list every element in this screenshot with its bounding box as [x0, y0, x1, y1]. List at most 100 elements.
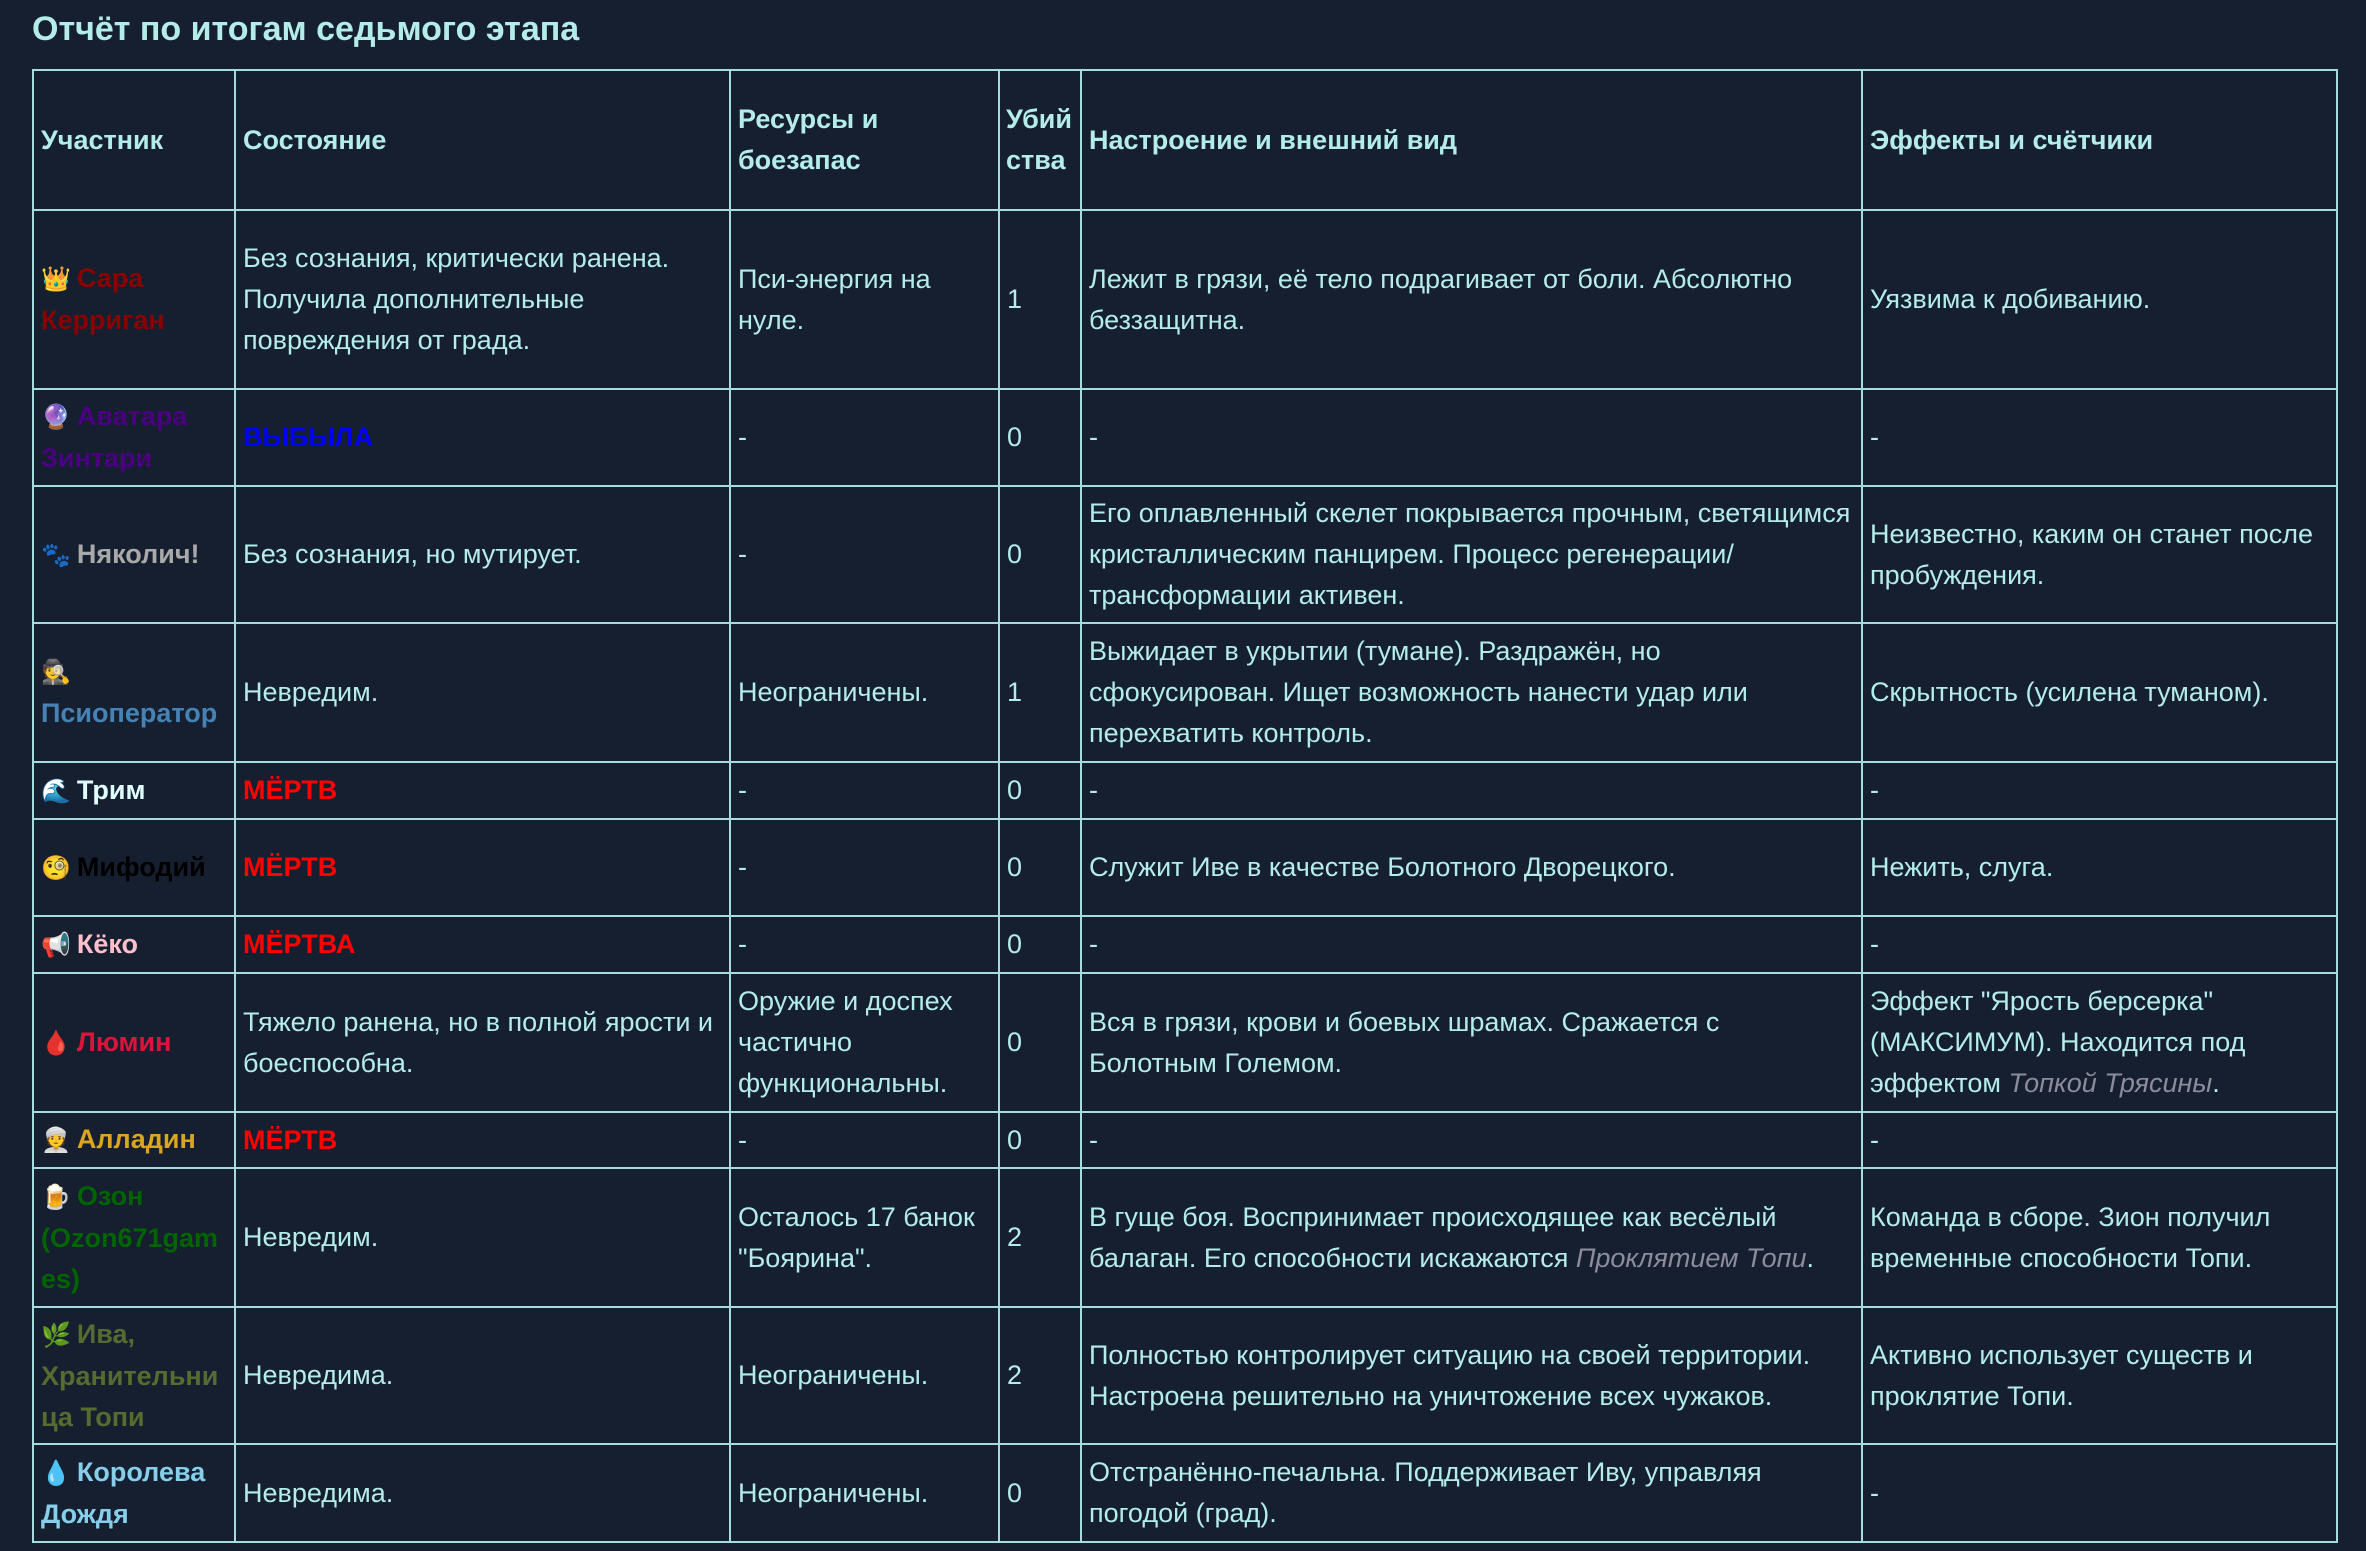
table-row: 👳 Алладин МЁРТВ -0- -: [32, 1111, 2338, 1169]
mood-suffix: .: [1806, 1242, 1815, 1273]
mood-cell: Выжидает в укрытии (тумане). Раздражён, …: [1080, 622, 1863, 763]
effects-text: Команда в сборе. Зион получил временные …: [1870, 1201, 2271, 1273]
participant-name: Озон (Ozon671games): [41, 1180, 219, 1294]
mood-text: Его оплавленный скелет покрывается прочн…: [1089, 498, 1851, 610]
droplet-icon: 💧: [41, 1459, 71, 1487]
crystal-ball-icon: 🔮: [41, 404, 71, 431]
participant-cell: 🌊 Трим: [32, 761, 236, 820]
status-text: МЁРТВ: [243, 775, 338, 805]
kills-cell: 1: [998, 622, 1082, 763]
status-text: Невредима.: [243, 1477, 394, 1508]
mood-cell: -: [1080, 761, 1863, 820]
resources-cell: Неограничены.: [729, 1443, 1000, 1543]
detective-icon: 🕵️: [41, 659, 71, 686]
header-effects: Эффекты и счётчики: [1861, 69, 2338, 211]
mood-cell: В гуще боя. Воспринимает происходящее ка…: [1080, 1167, 1863, 1308]
table-row: 🔮 Аватара Зинтари ВЫБЫЛА -0- -: [32, 388, 2338, 487]
table-row: 🌿 Ива, Хранительница Топи Невредима. Неогра…: [32, 1306, 2338, 1445]
mood-emphasis: Проклятием Топи: [1575, 1242, 1807, 1273]
resources-cell: Пси-энергия на нуле.: [729, 209, 1000, 390]
participant-name: Королева Дождя: [41, 1456, 206, 1529]
status-cell: Невредим.: [234, 622, 731, 763]
effects-cell: Нежить, слуга.: [1861, 818, 2338, 917]
effects-cell: -: [1861, 1443, 2338, 1543]
effects-cell: -: [1861, 761, 2338, 820]
status-cell: Невредим.: [234, 1167, 731, 1308]
effects-text: Неизвестно, каким он станет после пробуж…: [1870, 518, 2314, 590]
mood-cell: Служит Иве в качестве Болотного Дворецко…: [1080, 818, 1863, 917]
table-row: 🐾 Няколич! Без сознания, но мутирует. -0 Его…: [32, 485, 2338, 624]
mood-cell: Его оплавленный скелет покрывается прочн…: [1080, 485, 1863, 624]
status-text: Без сознания, но мутирует.: [243, 539, 582, 569]
effects-suffix: .: [2212, 1068, 2220, 1098]
resources-cell: -: [729, 818, 1000, 917]
participant-cell: 👳 Алладин: [32, 1111, 236, 1169]
participant-name: Аватара Зинтари: [41, 401, 188, 473]
participant-cell: 🌿 Ива, Хранительница Топи: [32, 1306, 236, 1445]
table-row: 🌊 Трим МЁРТВ -0- -: [32, 761, 2338, 820]
mood-cell: -: [1080, 1111, 1863, 1169]
wave-icon: 🌊: [41, 777, 71, 805]
kills-cell: 1: [998, 209, 1082, 390]
resources-cell: -: [729, 485, 1000, 624]
status-cell: Невредима.: [234, 1443, 731, 1543]
mood-text: Лежит в грязи, её тело подрагивает от бо…: [1089, 263, 1793, 335]
mood-cell: -: [1080, 915, 1863, 974]
page-title: Отчёт по итогам седьмого этапа: [32, 10, 580, 48]
resources-cell: -: [729, 1111, 1000, 1169]
kills-cell: 0: [998, 485, 1082, 624]
status-cell: МЁРТВ: [234, 818, 731, 917]
participant-name: Няколич!: [76, 538, 200, 569]
effects-text: -: [1870, 775, 1879, 805]
status-cell: Невредима.: [234, 1306, 731, 1445]
participant-name: Люмин: [76, 1026, 172, 1057]
participant-cell: 👑 Сара Керриган: [32, 209, 236, 390]
effects-cell: -: [1861, 1111, 2338, 1169]
header-status: Состояние: [234, 69, 731, 211]
effects-text: Эффект "Ярость берсерка" (МАКСИМУМ). Нах…: [1870, 986, 2246, 1098]
participant-name: Алладин: [76, 1124, 196, 1154]
kills-cell: 0: [998, 915, 1082, 974]
header-row: Участник Состояние Ресурсы и боезапас Уб…: [32, 69, 2338, 211]
status-text: МЁРТВ: [243, 1124, 338, 1155]
kills-cell: 0: [998, 818, 1082, 917]
kills-cell: 2: [998, 1167, 1082, 1308]
effects-text: Уязвима к добиванию.: [1870, 284, 2151, 314]
table-row: 🩸 Люмин Тяжело ранена, но в полной ярости …: [32, 972, 2338, 1113]
mood-text: -: [1089, 929, 1098, 959]
paw-prints-icon: 🐾: [41, 541, 71, 569]
table-row: 💧 Королева Дождя Невредима. Неограничены. 0 О…: [32, 1443, 2338, 1543]
participant-cell: 💧 Королева Дождя: [32, 1443, 236, 1543]
participant-name: Кёко: [76, 928, 139, 959]
participant-cell: 🔮 Аватара Зинтари: [32, 388, 236, 487]
mood-text: Отстранённо-печальна. Поддерживает Иву, …: [1089, 1457, 1762, 1528]
status-text: Без сознания, критически ранена. Получил…: [243, 243, 670, 355]
kills-cell: 0: [998, 1443, 1082, 1543]
status-cell: МЁРТВА: [234, 915, 731, 974]
mood-text: -: [1089, 775, 1098, 805]
crown-icon: 👑: [41, 266, 71, 293]
header-mood: Настроение и внешний вид: [1080, 69, 1863, 211]
resources-cell: -: [729, 388, 1000, 487]
participant-name: Ива, Хранительница Топи: [41, 1318, 219, 1432]
mood-cell: Лежит в грязи, её тело подрагивает от бо…: [1080, 209, 1863, 390]
participant-cell: 🍺 Озон (Ozon671games): [32, 1167, 236, 1308]
header-resources: Ресурсы и боезапас: [729, 69, 1000, 211]
mood-text: -: [1089, 1124, 1098, 1155]
effects-text: -: [1870, 1477, 1879, 1508]
effects-text: Скрытность (усилена туманом).: [1870, 677, 2269, 707]
resources-cell: Неограничены.: [729, 622, 1000, 763]
turban-man-icon: 👳: [41, 1127, 71, 1154]
status-cell: МЁРТВ: [234, 1111, 731, 1169]
status-text: МЁРТВА: [243, 929, 356, 959]
header-kills: Убийства: [998, 69, 1082, 211]
status-cell: Без сознания, но мутирует.: [234, 485, 731, 624]
resources-cell: Оружие и доспех частично функциональны.: [729, 972, 1000, 1113]
effects-emphasis: Топкой Трясины: [2008, 1068, 2213, 1098]
effects-cell: Активно использует существ и проклятие Т…: [1861, 1306, 2338, 1445]
kills-cell: 0: [998, 1111, 1082, 1169]
effects-text: -: [1870, 1124, 1879, 1155]
kills-cell: 0: [998, 761, 1082, 820]
status-cell: МЁРТВ: [234, 761, 731, 820]
mood-cell: -: [1080, 388, 1863, 487]
